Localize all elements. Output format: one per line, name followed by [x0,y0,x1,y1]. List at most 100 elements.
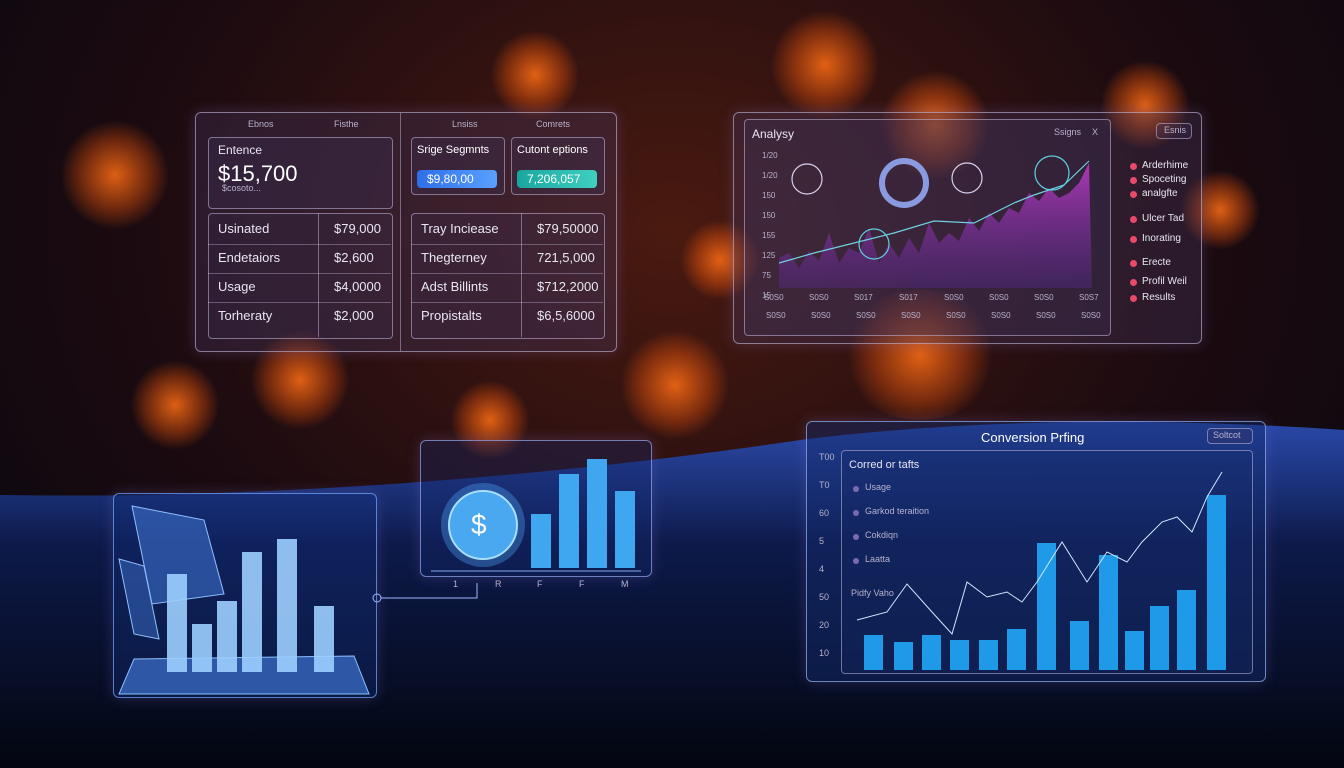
x-label: S0S0 [946,311,966,320]
y-label: 5 [819,536,825,546]
y-label: 50 [819,592,830,602]
x-label: S0S0 [766,311,786,320]
x-label: S0S7 [1079,293,1099,302]
legend-dot [1130,295,1137,302]
legend-label: Spoceting [1142,174,1187,185]
conversion-chart [856,471,1226,670]
x-label: S017 [854,293,873,302]
row-divider [411,244,603,245]
row-value: $79,000 [334,221,381,236]
table-divider [521,213,522,337]
y-label: 155 [762,231,776,240]
legend-dot [1130,163,1137,170]
balance-value: $15,700 [218,161,298,186]
legend-label: Arderhime [1142,160,1189,171]
legend-label: Results [1142,292,1176,303]
x-label: S0S0 [1034,293,1054,302]
row-label: Tray Inciease [421,221,499,236]
analytics-menu[interactable]: Ssigns [1054,127,1082,137]
row-divider [411,302,603,303]
legend-label: Cokdiqn [865,530,899,540]
y-label: 4 [819,564,825,574]
row-label: Adst Billints [421,279,489,294]
conversion-button[interactable]: Soltcot [1213,430,1241,440]
legend-dot [853,486,859,492]
legend-label: Profil Weil [1142,276,1187,287]
y-label: T00 [819,452,835,462]
y-label: T0 [819,480,830,490]
table-frame [411,213,605,339]
tab-label[interactable]: Ebnos [248,119,274,129]
x-label: F [537,579,543,589]
x-label: S0S0 [809,293,829,302]
row-value: $712,2000 [537,279,599,294]
x-label: F [579,579,585,589]
segment-pill [417,170,497,188]
x-label: S0S0 [811,311,831,320]
conversion-subtitle: Corred or tafts [849,459,920,471]
table-divider [318,213,319,337]
x-label: R [495,579,502,589]
analytics-chart [778,155,1092,288]
y-label: 20 [819,620,830,630]
conversion-panel: Conversion Prfing Soltcot Corred or taft… [806,421,1266,682]
row-label: Thegterney [421,250,487,265]
row-divider [208,302,391,303]
segment-value: 7,206,057 [527,172,581,186]
legend-dot [853,534,859,540]
row-value: $2,600 [334,250,374,265]
row-value: $6,5,6000 [537,308,595,323]
analytics-panel: Analysy Ssigns X Esnis 1/20 1/20 150 150 155… [733,112,1202,344]
x-label: S017 [899,293,918,302]
y-label: 1/20 [762,171,778,180]
tab-label[interactable]: Fisthe [334,119,359,129]
row-label: Endetaiors [218,250,281,265]
row-label: Usage [218,279,256,294]
x-label: S0S0 [856,311,876,320]
row-divider [208,273,391,274]
row-value: $2,000 [334,308,374,323]
analytics-button[interactable]: Esnis [1164,125,1187,135]
y-label: 10 [819,648,830,658]
x-label: S0S0 [1036,311,1056,320]
x-label: 1 [453,579,459,589]
row-divider [208,244,391,245]
table-frame [208,213,393,339]
balance-title: Entence [218,143,263,157]
row-label: Torheraty [218,308,273,323]
connector [372,583,478,603]
legend-label: Ulcer Tad [1142,213,1185,224]
row-label: Usinated [218,221,270,236]
x-label: S0S0 [901,311,921,320]
balance-note: $cosoto... [222,183,262,193]
legend-dot [1130,216,1137,223]
segment-pill [517,170,597,188]
legend-dot [1130,191,1137,198]
coin-panel: $ 1 R F F M [420,440,652,589]
y-label: 125 [762,251,776,260]
legend-dot [1130,260,1137,267]
legend-label: analgfte [1142,188,1178,199]
legend-label: Erecte [1142,257,1171,268]
segment-value: $9,80,00 [427,172,474,186]
legend-label: Inorating [1142,233,1181,244]
row-value: $79,50000 [537,221,599,236]
y-label: 75 [762,271,771,280]
tab-label[interactable]: Lnsiss [452,119,478,129]
tab-label[interactable]: Comrets [536,119,571,129]
segment-title: Cutont eptions [517,144,588,156]
legend-dot [1130,279,1137,286]
segment-title: Srige Segmnts [417,144,490,156]
legend-label: Laatta [865,554,891,564]
finance-panel: Ebnos Fisthe Lnsiss Comrets Entence $15,700… [195,112,617,352]
conversion-note: Pidfy Vaho [851,588,894,598]
row-value: 721,5,000 [537,250,595,265]
legend-dot [1130,236,1137,243]
analytics-close[interactable]: X [1092,127,1099,137]
balance-card [208,137,393,209]
row-label: Propistalts [421,308,482,323]
y-label: 1/20 [762,151,778,160]
y-label: 15 [762,291,771,300]
x-label: S0S0 [1081,311,1101,320]
